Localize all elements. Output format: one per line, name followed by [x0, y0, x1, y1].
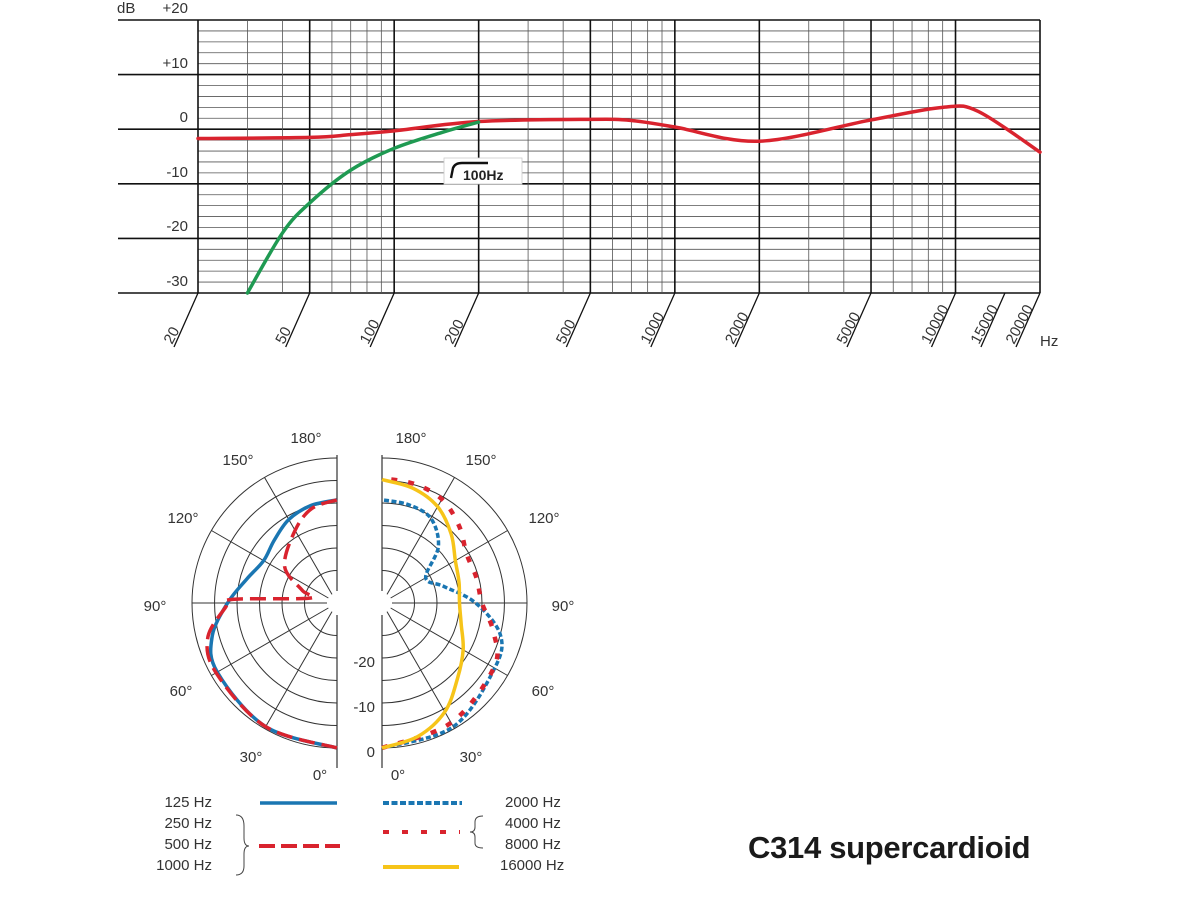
chart-title: C314 supercardioid [748, 830, 1031, 865]
polar-spoke [386, 477, 455, 595]
angle-label: 120° [167, 510, 198, 527]
frequency-response-x-ticks: 20 50 100 200 500 1000 2000 5000 10000 15000 20000 [161, 292, 1041, 348]
x-tick-label: 5000 [834, 309, 865, 346]
legend-label: 8000 Hz [505, 836, 561, 853]
x-tick-mark [734, 292, 760, 348]
red-response-curve [196, 104, 1042, 154]
x-tick-mark [930, 292, 957, 348]
x-tick-mark [565, 292, 591, 348]
x-tick-mark [1015, 292, 1041, 348]
angle-label: 60° [532, 683, 555, 700]
high-pass-filter-icon [449, 161, 488, 179]
x-tick-label: 100 [357, 317, 384, 347]
x-tick-mark [454, 292, 480, 348]
polar-spoke [264, 611, 333, 729]
legend-brace-left [235, 814, 250, 876]
polar-pattern-red-dashed [205, 498, 338, 750]
legend-label: 125 Hz [164, 794, 212, 811]
frequency-response-grid [118, 19, 1041, 294]
legend-label: 250 Hz [164, 815, 212, 832]
angle-label: 90° [552, 598, 575, 615]
x-tick-mark [650, 292, 676, 348]
polar-spoke [264, 477, 333, 595]
x-tick-mark [980, 292, 1006, 348]
x-tick-mark [846, 292, 872, 348]
angle-label: 180° [395, 430, 426, 447]
polar-legend-right: 2000 Hz 4000 Hz 8000 Hz 16000 Hz [500, 792, 564, 876]
angle-label: 90° [144, 598, 167, 615]
x-tick-mark [285, 292, 311, 348]
angle-label: 0° [313, 767, 327, 784]
angle-label: 0° [391, 767, 405, 784]
x-unit-label: Hz [1040, 333, 1058, 350]
angle-label: 180° [290, 430, 321, 447]
polar-legend-left: 125 Hz 250 Hz 500 Hz 1000 Hz [120, 792, 212, 876]
ring-label: -10 [353, 699, 375, 716]
angle-label: 30° [240, 749, 263, 766]
y-tick-label: +10 [163, 55, 188, 72]
ring-label: -20 [353, 654, 375, 671]
polar-spoke [386, 611, 455, 729]
angle-label: 120° [528, 510, 559, 527]
polar-legend-swatches [235, 801, 484, 876]
x-tick-mark [173, 292, 199, 348]
polar-spoke [390, 530, 508, 599]
x-tick-mark [369, 292, 395, 348]
legend-brace-right [469, 815, 484, 849]
frequency-response-series [196, 104, 1042, 295]
y-tick-label: -20 [166, 218, 188, 235]
angle-label: 60° [170, 683, 193, 700]
ring-label: 0 [367, 744, 375, 761]
x-tick-label: 20000 [1003, 302, 1038, 347]
x-tick-label: 20 [161, 324, 184, 347]
green-response-curve [245, 120, 481, 295]
y-tick-label: -30 [166, 273, 188, 290]
frequency-response-y-ticks: dB +20 +10 0 -10 -20 -30 [117, 0, 188, 290]
legend-label: 2000 Hz [505, 794, 561, 811]
polar-spoke [211, 607, 329, 676]
x-tick-label: 2000 [722, 309, 753, 346]
angle-label: 150° [465, 452, 496, 469]
polar-spoke [211, 530, 329, 599]
x-tick-label: 50 [272, 324, 295, 347]
x-tick-label: 15000 [967, 302, 1002, 347]
x-tick-label: 500 [553, 317, 580, 347]
x-tick-label: 200 [441, 317, 468, 347]
legend-label: 4000 Hz [505, 815, 561, 832]
legend-label: 1000 Hz [156, 857, 212, 874]
polar-labels: 180° 150° 120° 90° 60° 30° 0° 180° 150° … [144, 430, 575, 784]
angle-label: 30° [460, 749, 483, 766]
legend-label: 16000 Hz [500, 857, 565, 874]
y-tick-label: +20 [163, 0, 188, 17]
x-tick-label: 1000 [637, 309, 668, 346]
legend-label: 500 Hz [164, 836, 212, 853]
x-tick-label: 10000 [918, 302, 953, 347]
polar-grid [191, 455, 528, 768]
polar-pattern-yellow-solid [381, 477, 466, 750]
polar-spoke [390, 607, 508, 676]
polar-series [205, 476, 504, 751]
high-pass-annotation: 100Hz [443, 157, 523, 185]
y-unit-label: dB [117, 0, 135, 17]
y-tick-label: 0 [180, 109, 188, 126]
y-tick-label: -10 [166, 164, 188, 181]
annotation-label: 100Hz [463, 167, 503, 183]
polar-pattern-blue-dotted [381, 498, 504, 750]
polar-pattern-blue-solid [208, 498, 338, 750]
angle-label: 150° [222, 452, 253, 469]
